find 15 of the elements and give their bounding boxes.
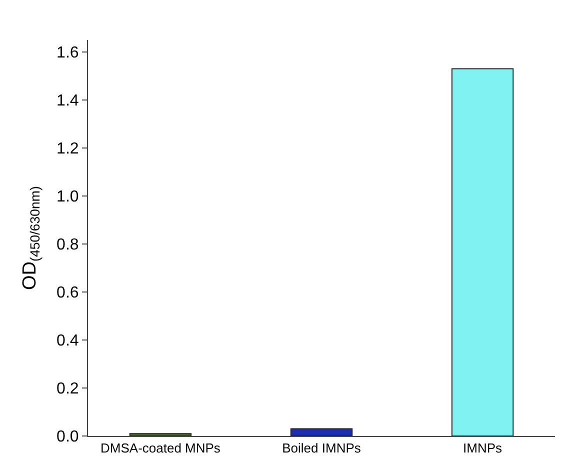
- bar: [290, 428, 353, 436]
- y-tick-label: 0.6: [56, 284, 79, 302]
- bar: [451, 68, 514, 436]
- y-tick-label: 1.2: [56, 140, 79, 158]
- x-tick-label: IMNPs: [463, 440, 503, 456]
- x-tick-label: Boiled IMNPs: [282, 440, 362, 456]
- y-tick-label: 1.4: [56, 92, 79, 110]
- y-tick-label: 0.8: [56, 236, 79, 254]
- bar: [129, 433, 192, 436]
- y-tick-label: 1.6: [56, 44, 79, 62]
- y-tick-label: 0.2: [56, 380, 79, 398]
- y-tick-label: 0.0: [56, 428, 79, 446]
- y-tick-label: 0.4: [56, 332, 79, 350]
- y-tick-label: 1.0: [56, 188, 79, 206]
- x-tick-label: DMSA-coated MNPs: [100, 440, 221, 456]
